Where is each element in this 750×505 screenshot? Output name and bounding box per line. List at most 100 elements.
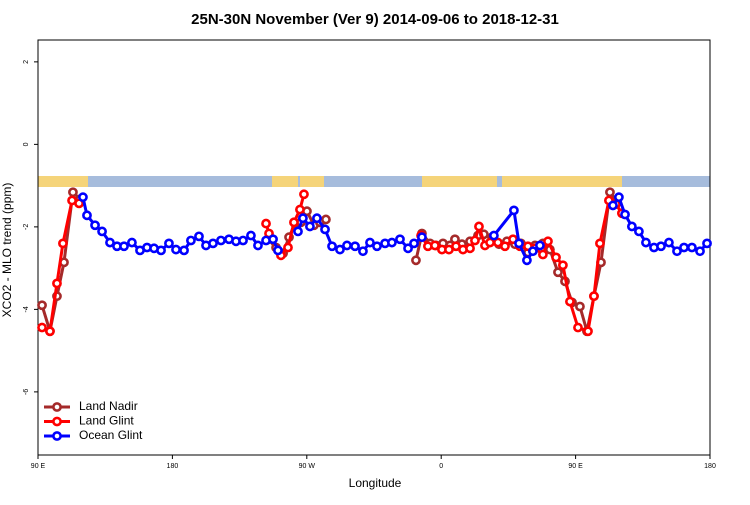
point	[514, 238, 524, 249]
point	[97, 226, 107, 237]
point	[500, 241, 510, 252]
point	[305, 221, 315, 232]
point	[551, 252, 561, 263]
legend-label: Land Glint	[79, 414, 134, 428]
legend-label: Ocean Glint	[79, 428, 143, 442]
point	[403, 243, 413, 254]
y-tick-label: 2	[23, 60, 30, 64]
land-strip	[300, 176, 324, 187]
point	[553, 267, 563, 278]
point	[522, 255, 532, 266]
point	[320, 224, 330, 235]
point	[620, 209, 630, 220]
point	[289, 217, 299, 228]
point	[672, 246, 682, 257]
point	[558, 260, 568, 271]
point	[387, 237, 397, 248]
point	[634, 226, 644, 237]
point	[298, 213, 308, 224]
point	[608, 200, 618, 211]
point	[695, 246, 705, 257]
point	[171, 244, 181, 255]
point	[246, 230, 256, 241]
point	[293, 226, 303, 237]
point	[589, 291, 599, 302]
point	[299, 189, 309, 200]
point	[82, 210, 92, 221]
x-tick-label: 90 E	[568, 463, 583, 470]
y-tick-label: 0	[23, 142, 30, 146]
point	[509, 205, 519, 216]
point	[58, 238, 68, 249]
x-axis-label: Longitude	[349, 476, 402, 490]
land-strip	[502, 176, 622, 187]
point	[179, 245, 189, 256]
x-tick-label: 180	[704, 463, 716, 470]
y-tick-label: -2	[23, 224, 30, 230]
point	[186, 235, 196, 246]
point	[543, 236, 553, 247]
x-tick-label: 90 E	[31, 463, 46, 470]
land-strip	[272, 176, 298, 187]
legend-marker	[52, 402, 62, 412]
point	[37, 322, 47, 333]
point	[37, 300, 47, 311]
point	[335, 244, 345, 255]
point	[342, 240, 352, 251]
point	[411, 255, 421, 266]
x-tick-label: 90 W	[299, 463, 316, 470]
point	[474, 221, 484, 232]
land-strip	[38, 176, 88, 187]
point	[679, 242, 689, 253]
point	[358, 246, 368, 257]
point	[238, 235, 248, 246]
point	[312, 213, 322, 224]
legend-marker	[52, 416, 62, 427]
point	[573, 322, 583, 333]
legend-marker	[52, 431, 62, 441]
point	[702, 238, 712, 249]
point	[253, 240, 263, 251]
point	[595, 238, 605, 249]
point	[493, 237, 503, 248]
chart-title: 25N-30N November (Ver 9) 2014-09-06 to 2…	[191, 11, 559, 28]
x-tick-label: 180	[167, 463, 179, 470]
point	[261, 218, 271, 229]
point	[156, 245, 166, 256]
point	[365, 237, 375, 248]
point	[470, 235, 480, 246]
point	[295, 204, 305, 215]
point	[283, 242, 293, 253]
point	[527, 246, 538, 257]
point	[273, 245, 283, 256]
point	[395, 234, 405, 245]
point	[216, 235, 226, 246]
point	[605, 187, 615, 198]
point	[372, 241, 382, 252]
plot-frame	[37, 39, 711, 456]
point	[52, 278, 62, 289]
point	[350, 241, 360, 252]
y-tick-label: -6	[23, 389, 30, 395]
point	[535, 240, 545, 251]
point	[105, 237, 115, 248]
point	[45, 326, 55, 337]
point	[127, 237, 137, 248]
land-strip	[422, 176, 497, 187]
point	[68, 187, 78, 198]
point	[90, 220, 100, 231]
land-ocean-strip	[38, 176, 710, 187]
point	[656, 241, 666, 252]
point	[664, 237, 674, 248]
x-tick-label: 0	[439, 463, 443, 470]
point	[409, 238, 419, 249]
point	[489, 230, 499, 241]
point	[575, 301, 585, 312]
point	[78, 192, 88, 203]
point	[537, 249, 548, 260]
point	[327, 241, 337, 252]
ocean-strip	[38, 176, 710, 187]
point	[208, 238, 218, 249]
point	[119, 241, 129, 252]
